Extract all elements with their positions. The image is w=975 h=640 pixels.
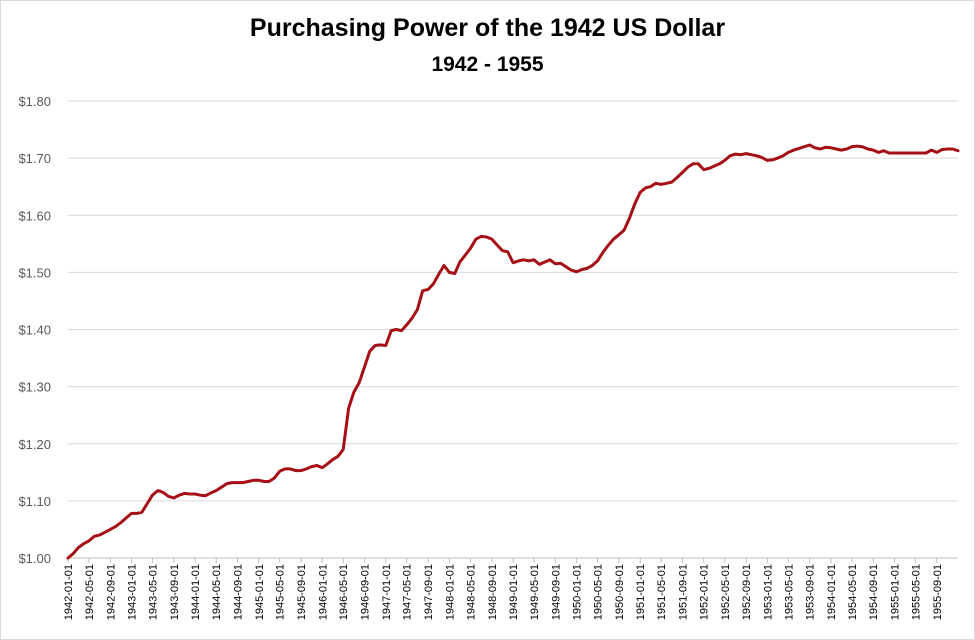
x-tick-label: 1946-05-01	[338, 564, 350, 620]
x-tick-label: 1947-01-01	[381, 564, 393, 620]
x-tick-label: 1950-01-01	[572, 564, 584, 620]
x-tick-label: 1947-05-01	[402, 564, 414, 620]
x-tick-label: 1945-01-01	[254, 564, 266, 620]
x-tick-label: 1945-05-01	[275, 564, 287, 620]
x-tick-label: 1951-09-01	[677, 564, 689, 620]
x-tick-label: 1951-01-01	[635, 564, 647, 620]
x-tick-label: 1942-01-01	[63, 564, 75, 620]
chart-title: Purchasing Power of the 1942 US Dollar	[249, 14, 726, 42]
x-tick-label: 1945-09-01	[296, 564, 308, 620]
x-tick-label: 1953-09-01	[805, 564, 817, 620]
x-tick-label: 1944-09-01	[233, 564, 245, 620]
x-tick-label: 1954-01-01	[826, 564, 838, 620]
x-tick-label: 1943-01-01	[127, 564, 139, 620]
y-tick-label: $1.40	[18, 323, 51, 338]
x-tick-label: 1946-01-01	[317, 564, 329, 620]
y-tick-label: $1.30	[18, 380, 51, 395]
x-tick-label: 1954-05-01	[847, 564, 859, 620]
x-tick-label: 1953-05-01	[783, 564, 795, 620]
x-tick-label: 1944-01-01	[190, 564, 202, 620]
gridlines	[68, 100, 958, 559]
y-tick-label: $1.60	[18, 208, 51, 223]
y-tick-label: $1.50	[18, 265, 51, 280]
x-tick-label: 1948-09-01	[487, 564, 499, 620]
x-tick-label: 1949-01-01	[508, 564, 520, 620]
x-tick-label: 1948-05-01	[465, 564, 477, 620]
x-tick-label: 1942-09-01	[105, 564, 117, 620]
y-axis: $1.00 $1.10 $1.20 $1.30 $1.40 $1.50 $1.60 $1.70…	[18, 94, 51, 566]
x-tick-label: 1946-09-01	[360, 564, 372, 620]
x-tick-label: 1944-05-01	[211, 564, 223, 620]
x-tick-label: 1951-05-01	[656, 564, 668, 620]
x-tick-label: 1955-05-01	[910, 564, 922, 620]
x-tick-label: 1954-09-01	[868, 564, 880, 620]
x-tick-label: 1949-05-01	[529, 564, 541, 620]
x-tick-label: 1942-05-01	[84, 564, 96, 620]
x-axis: 1942-01-01 1942-05-01 1942-09-01 1943-01-01…	[63, 558, 944, 620]
x-tick-label: 1949-09-01	[550, 564, 562, 620]
x-tick-label: 1952-05-01	[720, 564, 732, 620]
chart-subtitle: 1942 - 1955	[431, 53, 544, 76]
y-tick-label: $1.20	[18, 437, 51, 452]
x-tick-label: 1948-01-01	[444, 564, 456, 620]
x-tick-label: 1943-05-01	[147, 564, 159, 620]
y-tick-label: $1.10	[18, 494, 51, 509]
x-tick-label: 1947-09-01	[423, 564, 435, 620]
x-tick-label: 1955-01-01	[889, 564, 901, 620]
x-tick-label: 1950-05-01	[593, 564, 605, 620]
x-tick-label: 1943-09-01	[169, 564, 181, 620]
x-tick-label: 1955-09-01	[932, 564, 944, 620]
x-tick-label: 1953-01-01	[762, 564, 774, 620]
y-tick-label: $1.00	[18, 551, 51, 566]
x-tick-label: 1950-09-01	[614, 564, 626, 620]
y-tick-label: $1.70	[18, 151, 51, 166]
y-tick-label: $1.80	[18, 94, 51, 109]
x-tick-label: 1952-09-01	[741, 564, 753, 620]
x-tick-label: 1952-01-01	[699, 564, 711, 620]
series-group	[66, 143, 960, 560]
series-line	[66, 143, 960, 560]
